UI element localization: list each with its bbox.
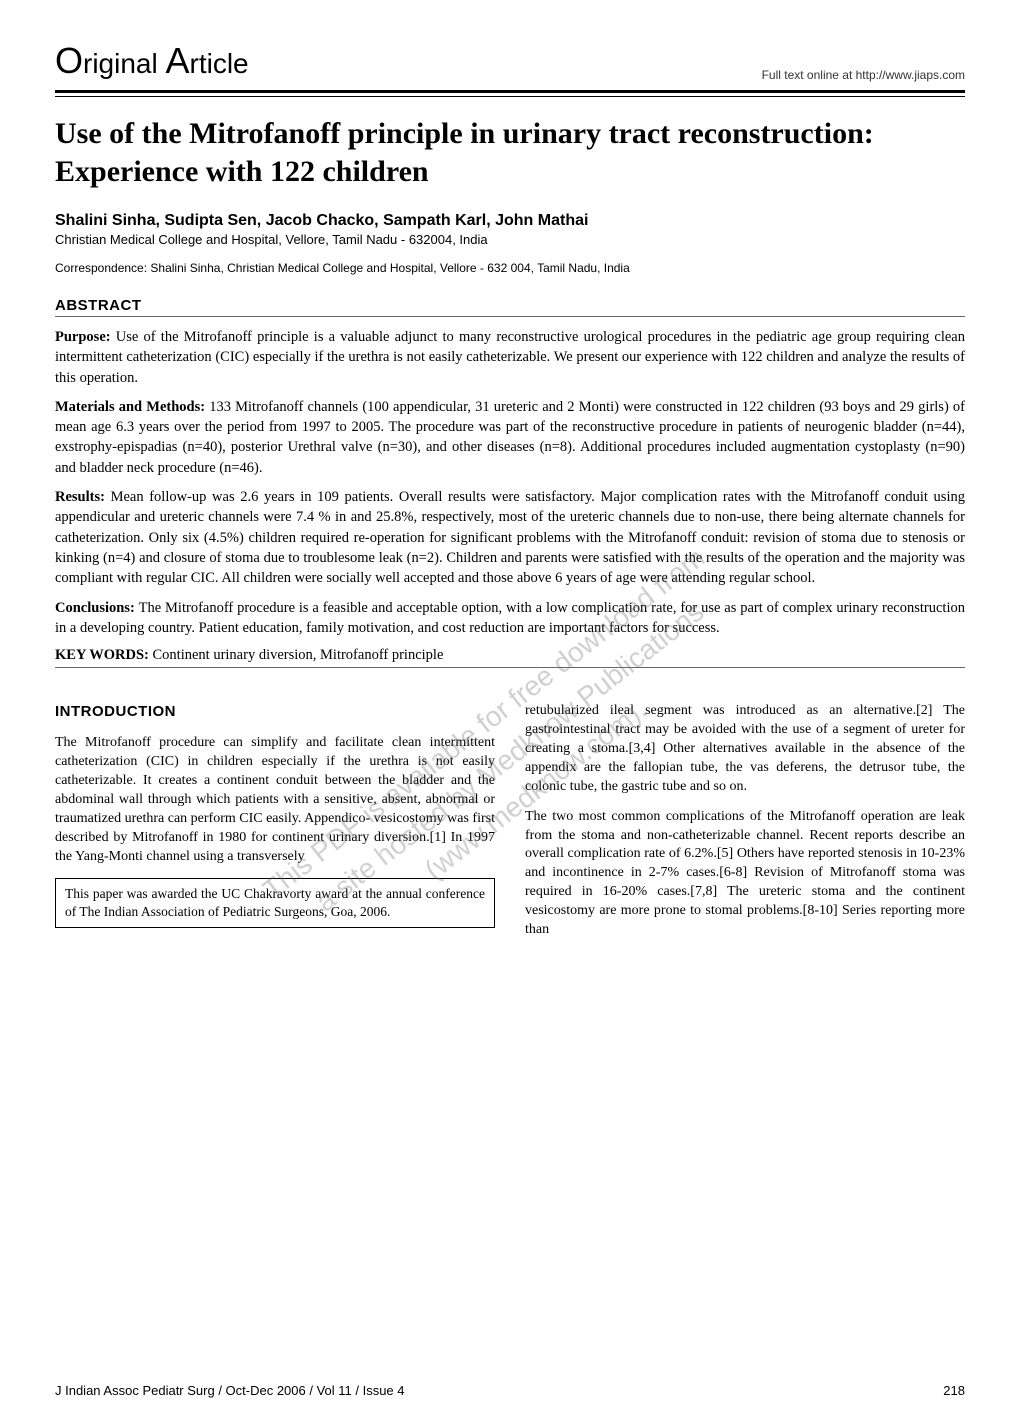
conclusions-text: The Mitrofanoff procedure is a feasible … [55, 600, 965, 636]
intro-paragraph-1: The Mitrofanoff procedure can simplify a… [55, 734, 495, 866]
results-text: Mean follow-up was 2.6 years in 109 pati… [55, 489, 965, 586]
section-label-o: O [55, 40, 83, 81]
page-header: Original Article Full text online at htt… [55, 40, 965, 82]
purpose-label: Purpose: [55, 329, 116, 345]
abstract-materials: Materials and Methods: 133 Mitrofanoff c… [55, 397, 965, 478]
rule-thick [55, 90, 965, 93]
two-column-body: INTRODUCTION The Mitrofanoff procedure c… [55, 702, 965, 951]
right-column: retubularized ileal segment was introduc… [525, 702, 965, 951]
materials-label: Materials and Methods: [55, 399, 209, 415]
footer-page: 218 [943, 1383, 965, 1398]
abstract-purpose: Purpose: Use of the Mitrofanoff principl… [55, 327, 965, 388]
intro-heading: INTRODUCTION [55, 702, 495, 722]
article-title: Use of the Mitrofanoff principle in urin… [55, 115, 965, 190]
correspondence: Correspondence: Shalini Sinha, Christian… [55, 261, 965, 275]
keywords-text: Continent urinary diversion, Mitrofanoff… [153, 647, 444, 663]
left-column: INTRODUCTION The Mitrofanoff procedure c… [55, 702, 495, 951]
keywords-row: KEY WORDS: Continent urinary diversion, … [55, 647, 965, 668]
abstract-heading: ABSTRACT [55, 297, 965, 314]
correspondence-text: Shalini Sinha, Christian Medical College… [150, 261, 629, 275]
abstract-body: Purpose: Use of the Mitrofanoff principl… [55, 327, 965, 638]
section-label-rticle: rticle [190, 48, 249, 79]
right-paragraph-1: retubularized ileal segment was introduc… [525, 702, 965, 796]
section-label-a: A [166, 40, 190, 81]
purpose-text: Use of the Mitrofanoff principle is a va… [55, 329, 965, 386]
author-block: Shalini Sinha, Sudipta Sen, Jacob Chacko… [55, 212, 965, 247]
conclusions-label: Conclusions: [55, 600, 139, 616]
section-label: Original Article [55, 40, 249, 82]
correspondence-label: Correspondence: [55, 261, 150, 275]
affiliation: Christian Medical College and Hospital, … [55, 232, 965, 247]
abstract-rule [55, 316, 965, 317]
header-url: Full text online at http://www.jiaps.com [762, 68, 965, 82]
page-footer: J Indian Assoc Pediatr Surg / Oct-Dec 20… [55, 1383, 965, 1398]
award-box: This paper was awarded the UC Chakravort… [55, 878, 495, 928]
keywords-label: KEY WORDS: [55, 647, 153, 663]
right-paragraph-2: The two most common complications of the… [525, 808, 965, 940]
results-label: Results: [55, 489, 111, 505]
rule-thin [55, 96, 965, 97]
section-label-riginal: riginal [83, 48, 165, 79]
footer-journal: J Indian Assoc Pediatr Surg / Oct-Dec 20… [55, 1383, 405, 1398]
abstract-conclusions: Conclusions: The Mitrofanoff procedure i… [55, 598, 965, 639]
authors: Shalini Sinha, Sudipta Sen, Jacob Chacko… [55, 212, 965, 230]
abstract-results: Results: Mean follow-up was 2.6 years in… [55, 487, 965, 588]
